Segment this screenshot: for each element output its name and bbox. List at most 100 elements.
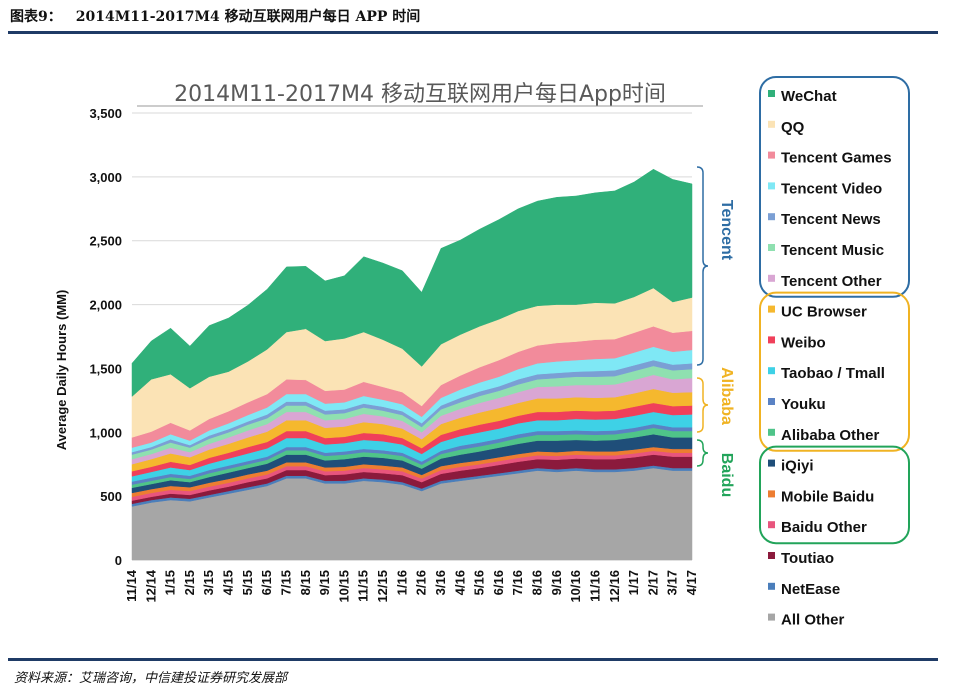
x-tick-label: 3/17 [665,570,680,595]
x-tick-label: 12/16 [607,570,622,603]
legend-label: Taobao / Tmall [781,365,885,382]
x-tick-label: 12/14 [143,569,158,602]
x-tick-label: 2/17 [645,570,660,595]
legend-swatch [768,367,775,375]
x-tick-label: 9/15 [317,570,332,595]
legend-label: Tencent Other [781,273,882,290]
legend-label: Youku [781,396,826,413]
legend-swatch [768,490,775,498]
legend-item-baidu-other: Baidu Other [768,519,867,536]
legend-item-mobile-baidu: Mobile Baidu [768,488,874,505]
x-tick-label: 12/15 [375,570,390,603]
legend-swatch [768,428,775,436]
legend-swatch [768,521,775,529]
legend-swatch [768,613,775,621]
legend-item-toutiao: Toutiao [768,550,834,567]
y-tick-label: 2,500 [89,234,122,249]
legend-box-alibaba [759,291,910,452]
legend-swatch [768,552,775,559]
y-tick-label: 500 [100,489,122,504]
legend-label: Weibo [781,334,826,351]
legend-item-weibo: Weibo [768,334,826,351]
legend-item-all-other: All Other [768,612,845,629]
x-tick-label: 2/16 [414,570,429,595]
x-tick-label: 7/16 [510,570,525,595]
x-tick-label: 2/15 [182,570,197,595]
legend-swatch [768,274,775,282]
legend-label: Tencent Music [781,242,884,259]
legend-label: Baidu Other [781,519,867,536]
legend-swatch [768,459,775,467]
legend-item-tencent-other: Tencent Other [768,273,882,290]
x-tick-label: 11/16 [587,570,602,602]
x-tick-label: 3/16 [433,570,448,595]
legend-swatch [768,151,775,159]
area-series [131,168,693,561]
legend-item-youku: Youku [768,396,826,413]
legend-item-tencent-video: Tencent Video [768,180,882,197]
source-note: 资料来源：艾瑞咨询，中信建投证券研究发展部 [14,671,288,686]
legend-item-alibaba-other: Alibaba Other [768,427,880,444]
x-tick-label: 8/15 [298,570,313,595]
legend-label: iQiyi [781,458,814,475]
legend-swatch [768,336,775,344]
x-tick-label: 8/16 [530,570,545,595]
figure-header: 图表9： 2014M11-2017M4 移动互联网用户每日 APP 时间 [10,6,420,26]
x-tick-label: 10/15 [336,570,351,603]
legend: WeChat QQ Tencent Games Tencent Video Tencen… [759,76,910,629]
x-tick-label: 11/15 [356,570,371,602]
legend-item-tencent-news: Tencent News [768,211,881,228]
x-tick-label: 1/16 [394,570,409,595]
legend-label: Alibaba Other [781,427,880,444]
baidu-bracket [696,439,709,467]
legend-swatch [768,244,775,251]
baidu-group-label: Baidu [718,453,735,497]
legend-swatch [768,182,775,190]
x-tick-label: 6/16 [491,570,506,595]
legend-swatch [768,120,775,128]
x-tick-label: 4/15 [221,570,236,595]
y-axis-label: Average Daily Hours (MM) [54,290,69,451]
chart-title: 2014M11-2017M4 移动互联网用户每日App时间 [174,82,666,107]
x-tick-label: 5/15 [240,570,255,595]
legend-swatch [768,582,775,590]
legend-label: NetEase [781,581,840,598]
alibaba-group-label: Alibaba [718,367,735,425]
y-tick-label: 1,500 [89,361,122,376]
legend-swatch [768,305,775,313]
legend-label: UC Browser [781,304,867,321]
x-tick-label: 1/17 [626,570,641,595]
x-tick-label: 9/16 [549,570,564,595]
legend-item-netease: NetEase [768,581,840,598]
x-tick-label: 4/17 [684,570,699,595]
legend-label: QQ [781,119,805,136]
x-tick-label: 7/15 [279,570,294,595]
legend-label: All Other [781,612,845,629]
legend-item-qq: QQ [768,119,805,136]
legend-label: Tencent Games [781,150,892,167]
group-brackets: Tencent Alibaba Baidu [696,166,735,497]
tencent-group-label: Tencent [718,200,735,261]
legend-item-iqiyi: iQiyi [768,458,814,475]
legend-item-uc-browser: UC Browser [768,304,867,321]
legend-item-taobao-tmall: Taobao / Tmall [768,365,885,382]
x-tick-label: 4/16 [452,570,467,595]
legend-box-tencent [759,76,910,298]
legend-label: Tencent News [781,211,881,228]
top-rule [8,31,938,34]
y-tick-label: 1,000 [89,425,122,440]
legend-item-tencent-music: Tencent Music [768,242,884,259]
x-tick-label: 6/15 [259,570,274,595]
x-axis-ticks: 11/14 12/14 1/15 2/15 3/15 4/15 5/15 6/15 7/15 8/… [124,569,699,602]
legend-swatch [768,398,775,405]
tencent-bracket [696,166,709,366]
figure-number: 图表9： [10,9,62,25]
legend-label: Mobile Baidu [781,488,874,505]
legend-item-tencent-games: Tencent Games [768,150,892,167]
legend-swatch [768,90,775,97]
legend-swatch [768,213,775,221]
x-tick-label: 10/16 [568,570,583,603]
y-tick-label: 2,000 [89,298,122,313]
y-tick-label: 0 [115,553,122,568]
